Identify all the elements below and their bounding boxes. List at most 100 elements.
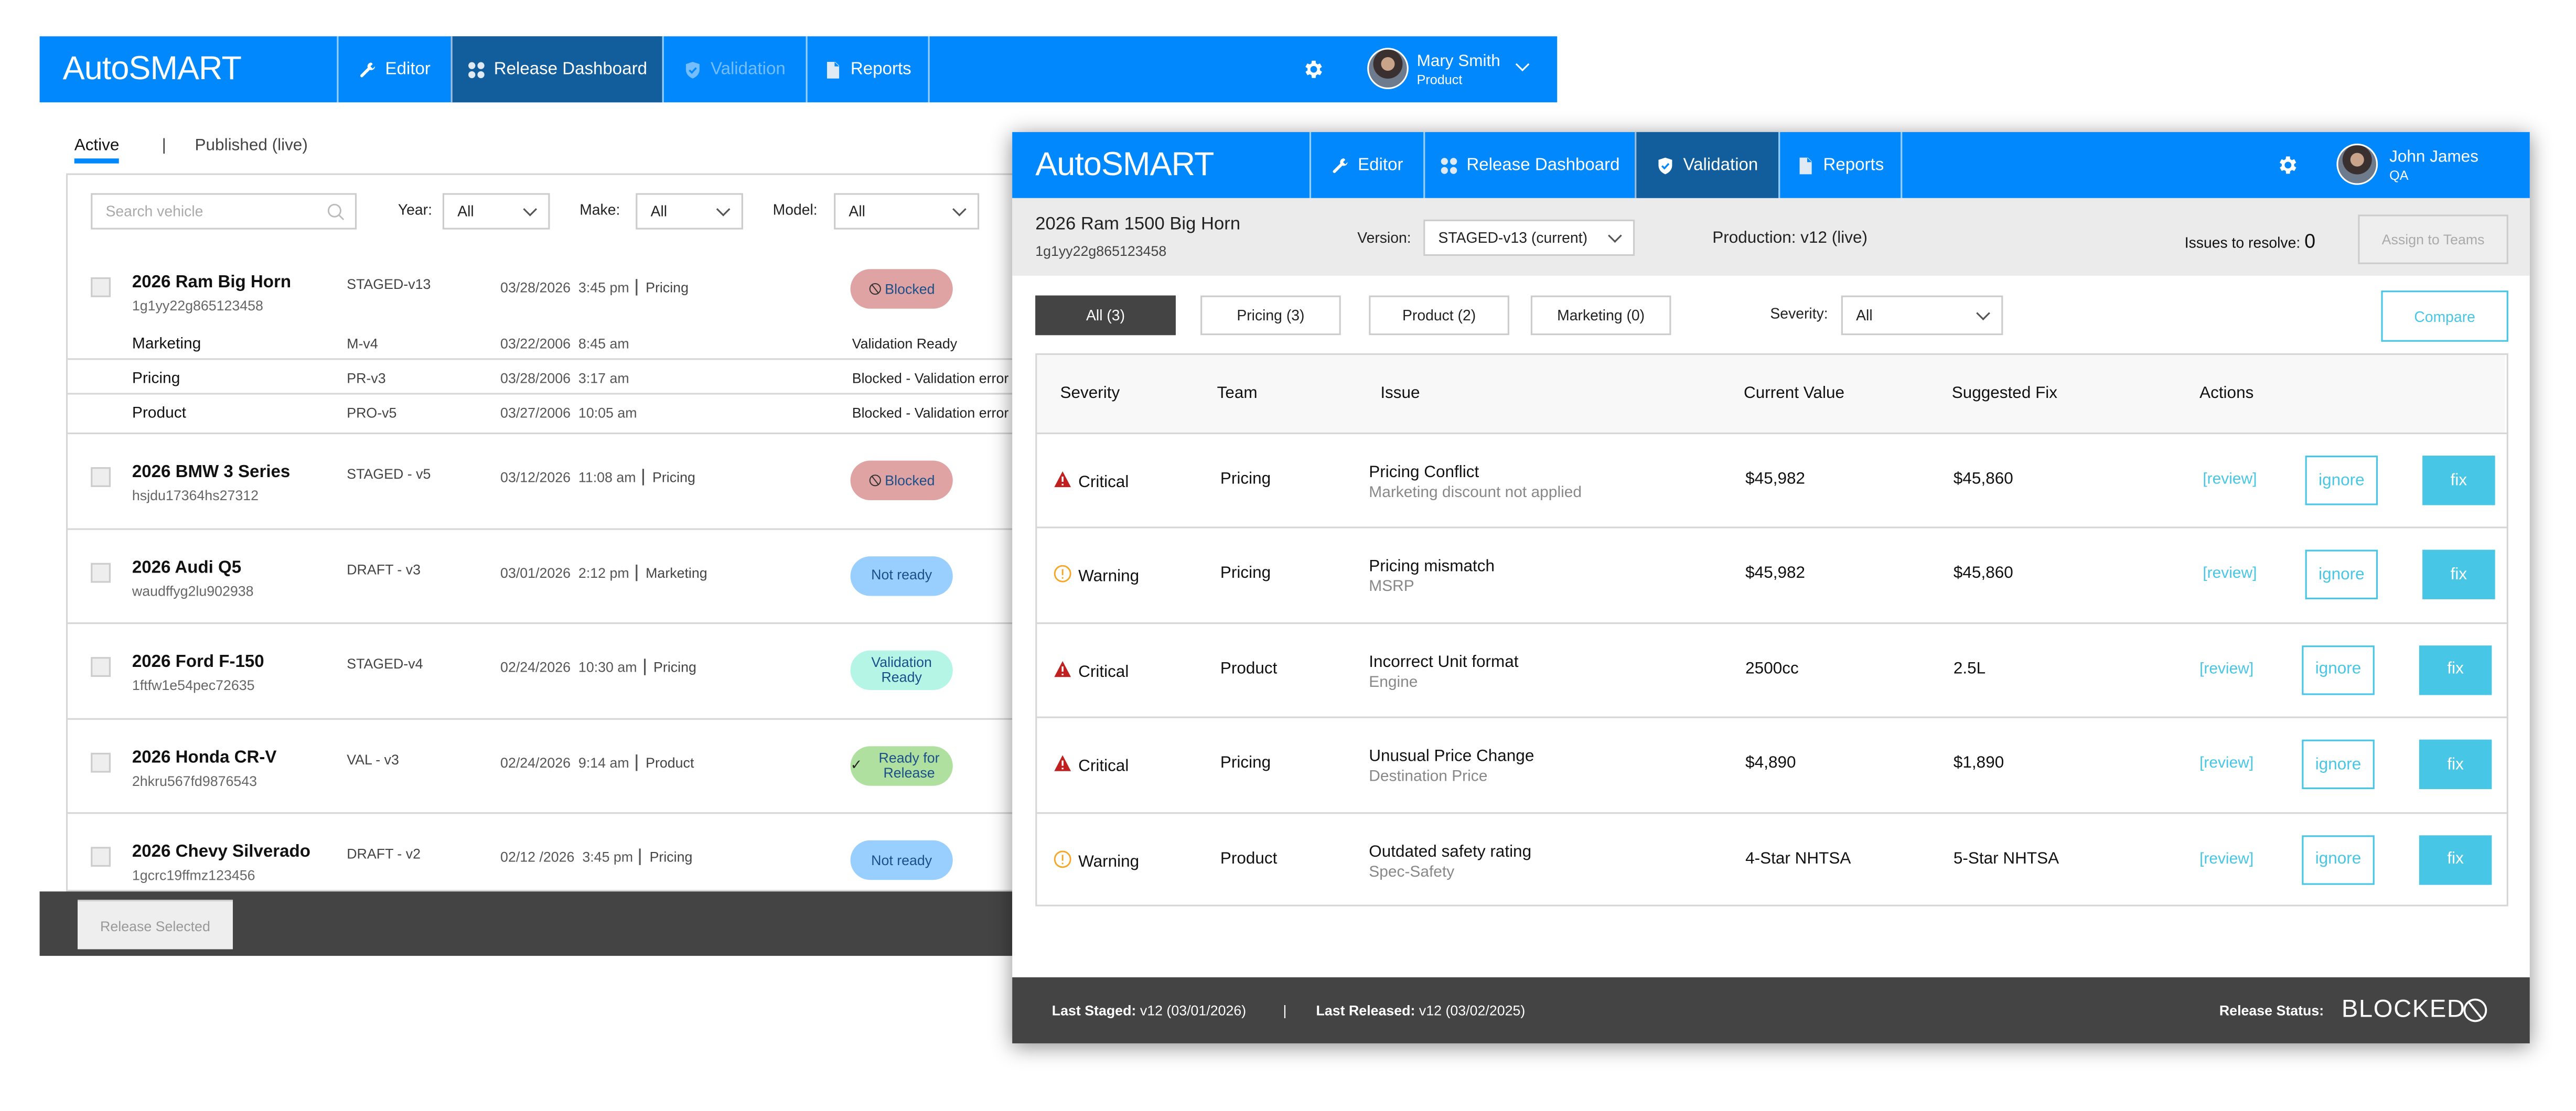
vehicle-row[interactable]: 2026 Audi Q5 waudffyg2lu902938 DRAFT - v3 0… — [66, 529, 1013, 624]
row-checkbox[interactable] — [91, 562, 111, 582]
current-value-cell: 4-Star NHTSA — [1745, 849, 1851, 868]
subrow-version: M-v4 — [347, 335, 378, 352]
make-select[interactable]: All — [636, 193, 743, 230]
vehicle-summary-bar: 2026 Ram 1500 Big Horn 1g1yy22g865123458… — [1012, 198, 2530, 276]
document-icon — [1797, 156, 1815, 175]
compare-button[interactable]: Compare — [2381, 290, 2508, 342]
fix-button[interactable]: fix — [2419, 645, 2492, 695]
user-menu[interactable]: Mary Smith Product — [1417, 53, 1500, 89]
fix-button[interactable]: fix — [2422, 550, 2495, 600]
nav-editor[interactable]: Editor — [1309, 132, 1423, 198]
make-label: Make: — [579, 201, 620, 218]
column-suggested-fix: Suggested Fix — [1951, 384, 2058, 403]
column-issue: Issue — [1380, 384, 1420, 403]
column-severity: Severity — [1060, 384, 1120, 403]
filter-tab[interactable]: All (3) — [1035, 295, 1176, 336]
review-link[interactable]: [review] — [2203, 470, 2257, 489]
gear-icon[interactable] — [1301, 58, 1324, 81]
review-link[interactable]: [review] — [2199, 660, 2254, 678]
filter-tab[interactable]: Pricing (3) — [1200, 295, 1341, 336]
row-checkbox[interactable] — [91, 752, 111, 772]
year-label: Year: — [398, 201, 432, 218]
ignore-button[interactable]: ignore — [2302, 834, 2375, 885]
critical-icon — [1054, 661, 1071, 677]
app-logo: AutoSMART — [62, 51, 242, 88]
user-menu[interactable]: John James QA — [2389, 148, 2478, 185]
nav-reports[interactable]: Reports — [1778, 132, 1901, 198]
tab-active[interactable]: Active — [74, 137, 120, 164]
release-status-value: BLOCKED — [2341, 995, 2466, 1024]
vehicle-row[interactable]: 2026 Ford F-150 1ftfw1e54pec72635 STAGED-v… — [66, 624, 1013, 719]
release-selected-button[interactable]: Release Selected — [77, 900, 233, 950]
column-actions: Actions — [2199, 384, 2254, 403]
vehicle-vin: 1g1yy22g865123458 — [1035, 242, 1167, 260]
row-checkbox[interactable] — [91, 467, 111, 487]
search-input[interactable]: Search vehicle — [91, 193, 357, 230]
row-checkbox[interactable] — [91, 277, 111, 297]
nav-label: Reports — [1823, 155, 1884, 175]
team-cell: Product — [1220, 660, 1278, 678]
vehicle-row[interactable]: 2026 BMW 3 Series hsjdu17364hs27312 STAGED… — [66, 434, 1013, 530]
severity-select[interactable]: All — [1841, 295, 2003, 336]
team-subrow: Pricing PR-v3 03/28/2006 3:17 am Blocked - … — [66, 360, 1013, 395]
vehicle-name: 2026 Ford F-150 — [132, 652, 264, 672]
fix-button[interactable]: fix — [2419, 740, 2492, 790]
nav-label: Editor — [385, 59, 431, 80]
warning-icon — [1054, 850, 1071, 868]
issue-row: Warning Product Outdated safety rating Spec… — [1037, 811, 2508, 907]
nav-editor[interactable]: Editor — [337, 36, 450, 103]
review-link[interactable]: [review] — [2199, 849, 2254, 868]
vehicle-team: Product — [636, 753, 694, 770]
severity-cell: Warning — [1054, 565, 1139, 587]
model-select[interactable]: All — [834, 193, 980, 230]
review-link[interactable]: [review] — [2203, 565, 2257, 584]
ignore-button[interactable]: ignore — [2305, 550, 2378, 600]
vehicle-row[interactable]: 2026 Ram Big Horn 1g1yy22g865123458 STAGED… — [66, 244, 1013, 435]
status-badge: Not ready — [850, 555, 953, 596]
vehicle-vin: 1g1yy22g865123458 — [132, 297, 263, 314]
critical-icon — [1054, 471, 1071, 488]
vehicle-version: STAGED-v13 — [347, 275, 431, 293]
nav-validation[interactable]: Validation — [1635, 132, 1779, 198]
vehicle-row[interactable]: 2026 Chevy Silverado 1gcrc19ffmz123456 DRA… — [66, 814, 1012, 891]
tab-published[interactable]: Published (live) — [195, 137, 308, 155]
fix-button[interactable]: fix — [2422, 456, 2495, 505]
validation-header: AutoSMART Editor Release Dashboard Validat… — [1012, 132, 2530, 198]
year-select[interactable]: All — [442, 193, 550, 230]
wrench-icon — [359, 60, 377, 79]
fix-button[interactable]: fix — [2419, 834, 2492, 885]
vehicle-updated: 02/12 /2026 3:45 pm Pricing — [500, 848, 693, 865]
current-value-cell: $4,890 — [1745, 754, 1796, 773]
nav-validation[interactable]: Validation — [662, 36, 806, 103]
nav-reports[interactable]: Reports — [806, 36, 928, 103]
ignore-button[interactable]: ignore — [2302, 645, 2375, 695]
nav-release-dashboard[interactable]: Release Dashboard — [1423, 132, 1635, 198]
team-subrow: Product PRO-v5 03/27/2006 10:05 am Blocked … — [66, 395, 1012, 429]
vehicle-vin: 1gcrc19ffmz123456 — [132, 867, 255, 883]
avatar[interactable] — [2336, 143, 2378, 185]
chevron-down-icon — [1608, 229, 1622, 243]
row-checkbox[interactable] — [91, 847, 111, 867]
current-value-cell: $45,982 — [1745, 470, 1806, 489]
status-badge: Blocked — [850, 460, 953, 501]
vehicle-vin: 2hkru567fd9876543 — [132, 772, 257, 789]
model-label: Model: — [772, 201, 818, 218]
gear-icon[interactable] — [2276, 154, 2299, 177]
chevron-down-icon — [952, 202, 967, 217]
nav-release-dashboard[interactable]: Release Dashboard — [450, 36, 662, 103]
assign-to-teams-button[interactable]: Assign to Teams — [2358, 214, 2508, 264]
issue-cell: Incorrect Unit format Engine — [1369, 653, 1519, 692]
chevron-down-icon[interactable] — [1515, 57, 1530, 72]
vehicle-version: DRAFT - v2 — [347, 845, 421, 862]
filter-tab[interactable]: Product (2) — [1369, 295, 1509, 336]
avatar[interactable] — [1367, 48, 1409, 90]
ignore-button[interactable]: ignore — [2302, 740, 2375, 790]
vehicle-vin: hsjdu17364hs27312 — [132, 487, 259, 504]
vehicle-row[interactable]: 2026 Honda CR-V 2hkru567fd9876543 VAL - v3… — [66, 719, 1013, 814]
row-checkbox[interactable] — [91, 657, 111, 677]
review-link[interactable]: [review] — [2199, 754, 2254, 773]
ignore-button[interactable]: ignore — [2305, 456, 2378, 505]
filter-tab[interactable]: Marketing (0) — [1530, 295, 1671, 336]
version-select[interactable]: STAGED-v13 (current) — [1423, 219, 1635, 256]
severity-cell: Warning — [1054, 849, 1139, 871]
